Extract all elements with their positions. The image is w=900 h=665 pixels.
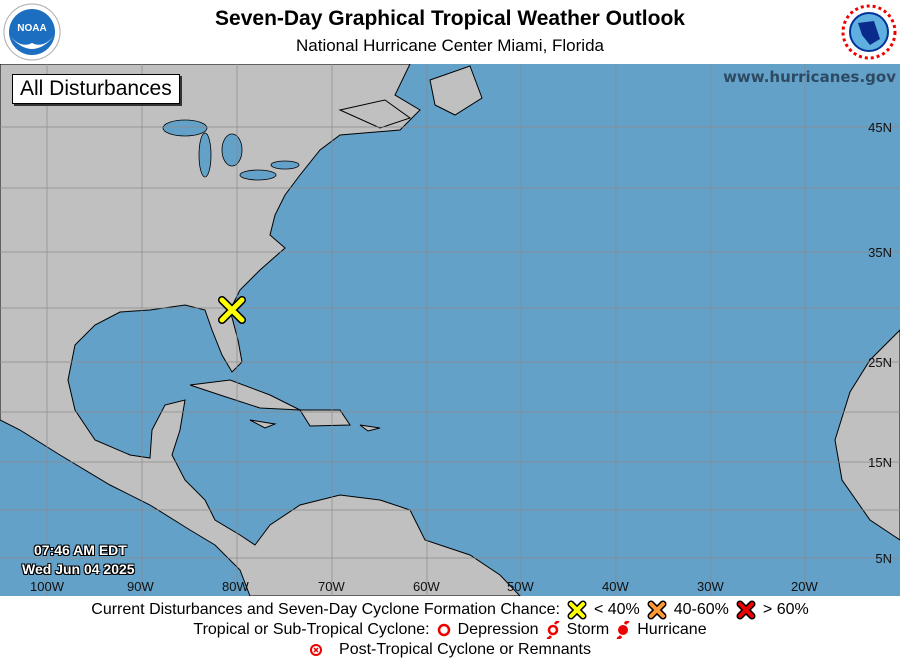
lon-label: 50W [507, 579, 534, 594]
x-marker-icon [736, 600, 756, 620]
legend-chance-medium: 40-60% [673, 601, 729, 618]
svg-text:NOAA: NOAA [17, 23, 46, 34]
lat-label: 15N [868, 455, 892, 470]
legend-label: Tropical or Sub-Tropical Cyclone: [193, 621, 430, 638]
view-label: All Disturbances [12, 74, 180, 104]
lon-label: 90W [127, 579, 154, 594]
lon-label: 40W [602, 579, 629, 594]
lon-label: 70W [318, 579, 345, 594]
issue-date: Wed Jun 04 2025 [22, 561, 135, 577]
legend-row-post-tropical: Post-Tropical Cyclone or Remnants [0, 641, 900, 659]
issue-time: 07:46 AM EDT [34, 542, 127, 558]
x-marker-icon [567, 600, 587, 620]
nws-logo [841, 4, 897, 60]
lon-label: 30W [697, 579, 724, 594]
legend-post-tropical: Post-Tropical Cyclone or Remnants [339, 641, 591, 658]
lon-label: 60W [413, 579, 440, 594]
lon-label: 100W [30, 579, 64, 594]
legend-row-chance: Current Disturbances and Seven-Day Cyclo… [0, 600, 900, 620]
noaa-logo: NOAA [3, 3, 61, 61]
lon-label: 20W [791, 579, 818, 594]
website-label: www.hurricanes.gov [723, 68, 896, 86]
lat-label: 5N [875, 551, 892, 566]
legend-label: Current Disturbances and Seven-Day Cyclo… [91, 601, 560, 618]
map-canvas[interactable] [0, 64, 900, 596]
legend-chance-low: < 40% [593, 601, 640, 618]
legend-hurricane: Hurricane [637, 621, 707, 638]
header: NOAA Seven-Day Graphical Tropical Weathe… [0, 0, 900, 64]
legend-chance-high: > 60% [762, 601, 809, 618]
page-subtitle: National Hurricane Center Miami, Florida [295, 36, 604, 55]
hurricane-icon [616, 621, 630, 639]
legend-storm: Storm [566, 621, 610, 638]
lat-label: 45N [868, 120, 892, 135]
x-marker-icon [647, 600, 667, 620]
lat-label: 25N [868, 355, 892, 370]
legend-row-cyclone: Tropical or Sub-Tropical Cyclone: Depres… [0, 621, 900, 639]
lat-label: 35N [868, 245, 892, 260]
lon-label: 80W [222, 579, 249, 594]
disturbance-marker[interactable] [218, 296, 246, 324]
page-title: Seven-Day Graphical Tropical Weather Out… [215, 7, 685, 30]
post-tropical-icon [310, 644, 323, 656]
depression-icon [437, 623, 450, 637]
legend-depression: Depression [457, 621, 539, 638]
land [0, 64, 900, 596]
storm-icon [546, 621, 560, 639]
graticule [0, 64, 900, 596]
